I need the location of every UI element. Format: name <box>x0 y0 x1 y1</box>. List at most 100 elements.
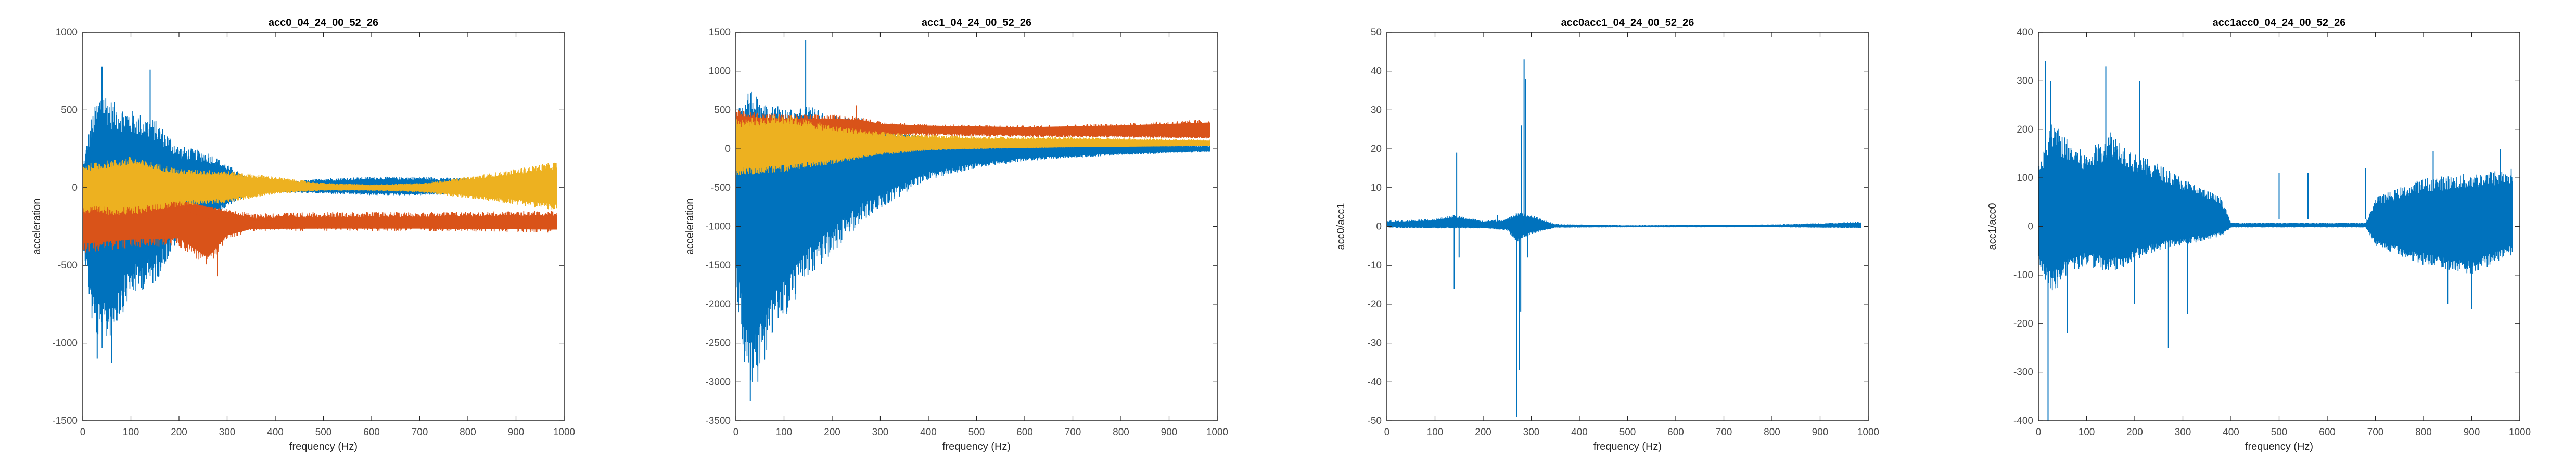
y-tick-label: 50 <box>1371 27 1382 38</box>
x-tick-label: 300 <box>1523 427 1540 438</box>
y-tick-label: -1000 <box>52 338 78 349</box>
x-tick-label: 200 <box>171 427 187 438</box>
x-axis-label: frequency (Hz) <box>2245 441 2313 452</box>
y-tick-label: 1000 <box>56 27 78 38</box>
y-tick-label: 200 <box>2017 124 2033 135</box>
x-tick-label: 700 <box>2367 427 2384 438</box>
y-tick-label: -200 <box>2013 318 2033 329</box>
y-tick-label: -10 <box>1368 260 1382 271</box>
y-tick-label: -400 <box>2013 415 2033 426</box>
y-tick-label: -1500 <box>705 260 731 271</box>
tick-layer: 0 100 200 300 400 500 600 700 800 900 1000-400-300… <box>2013 27 2531 438</box>
y-tick-label: 100 <box>2017 173 2033 184</box>
x-tick-label: 500 <box>2271 427 2288 438</box>
y-tick-label: 10 <box>1371 183 1382 193</box>
x-tick-label: 500 <box>315 427 332 438</box>
x-tick-label: 400 <box>2223 427 2239 438</box>
tick-layer: 0 100 200 300 400 500 600 700 800 900 1000-50-40-3… <box>1368 27 1880 438</box>
x-tick-label: 400 <box>267 427 284 438</box>
x-tick-label: 400 <box>920 427 937 438</box>
y-tick-label: -40 <box>1368 376 1382 387</box>
y-tick-label: -2500 <box>705 338 731 349</box>
subplot-acc1-acc0: acc1acc0_04_24_00_52_26 frequency (Hz) a… <box>1987 17 2531 452</box>
y-tick-label: 0 <box>2027 222 2033 232</box>
y-axis-label: acc0/acc1 <box>1335 203 1347 250</box>
y-tick-label: -300 <box>2013 367 2033 378</box>
x-tick-label: 900 <box>2464 427 2480 438</box>
y-tick-label: 300 <box>2017 75 2033 86</box>
x-tick-label: 600 <box>1667 427 1684 438</box>
x-tick-label: 1000 <box>553 427 575 438</box>
y-axis-label: acc1/acc0 <box>1987 203 1998 250</box>
x-tick-label: 300 <box>872 427 889 438</box>
y-tick-label: -500 <box>58 260 78 271</box>
x-tick-label: 200 <box>1475 427 1491 438</box>
y-tick-label: -1000 <box>705 222 731 232</box>
x-tick-label: 200 <box>2126 427 2143 438</box>
x-tick-label: 400 <box>1571 427 1588 438</box>
x-tick-label: 700 <box>1716 427 1732 438</box>
chart-title: acc1_04_24_00_52_26 <box>922 17 1031 29</box>
subplot-acc0: acc0_04_24_00_52_26 frequency (Hz) accel… <box>31 17 575 452</box>
y-tick-label: -100 <box>2013 270 2033 281</box>
tick-layer: 0 100 200 300 400 500 600 700 800 900 1000 -1500 -10… <box>52 27 575 438</box>
x-axis-label: frequency (Hz) <box>942 441 1011 452</box>
y-tick-label: -20 <box>1368 299 1382 310</box>
y-tick-label: 0 <box>725 144 731 154</box>
x-tick-label: 100 <box>776 427 793 438</box>
y-axis-label: acceleration <box>31 199 43 255</box>
x-tick-label: 100 <box>2078 427 2095 438</box>
y-tick-label: 1500 <box>709 27 731 38</box>
x-tick-label: 600 <box>1016 427 1033 438</box>
x-tick-label: 1000 <box>2509 427 2531 438</box>
series-blue-band <box>736 137 1210 336</box>
tick-layer: 0 100 200 300 400 500 600 700 800 900 1000 -3500 -30… <box>705 27 1228 438</box>
y-axis-label: acceleration <box>684 199 696 255</box>
y-tick-label: 0 <box>72 183 78 193</box>
x-tick-label: 0 <box>733 427 739 438</box>
y-tick-label: 30 <box>1371 105 1382 115</box>
x-tick-label: 800 <box>1764 427 1780 438</box>
y-tick-label: 500 <box>714 105 731 115</box>
x-tick-label: 0 <box>2036 427 2042 438</box>
y-tick-label: 20 <box>1371 144 1382 154</box>
x-tick-label: 600 <box>2319 427 2336 438</box>
y-tick-label: -3000 <box>705 376 731 387</box>
y-tick-label: -3500 <box>705 415 731 426</box>
subplot-acc1: acc1_04_24_00_52_26 frequency (Hz) accel… <box>684 17 1228 452</box>
x-tick-label: 100 <box>1427 427 1444 438</box>
x-tick-label: 1000 <box>1857 427 1879 438</box>
x-tick-label: 1000 <box>1206 427 1228 438</box>
y-tick-label: 500 <box>61 105 78 115</box>
plot-area <box>83 66 557 363</box>
x-tick-label: 700 <box>1065 427 1081 438</box>
chart-title: acc0acc1_04_24_00_52_26 <box>1561 17 1694 29</box>
plot-area <box>1387 59 1861 417</box>
y-tick-label: -50 <box>1368 415 1382 426</box>
subplot-acc0-acc1: acc0acc1_04_24_00_52_26 frequency (Hz) a… <box>1335 17 1879 452</box>
chart-title: acc0_04_24_00_52_26 <box>269 17 378 29</box>
x-tick-label: 900 <box>1812 427 1829 438</box>
plot-area <box>2038 61 2513 421</box>
x-tick-label: 800 <box>1113 427 1129 438</box>
series-yellow-band <box>736 124 1210 166</box>
series-yellow-band <box>83 167 557 205</box>
y-tick-label: 1000 <box>709 66 731 77</box>
chart-title: acc1acc0_04_24_00_52_26 <box>2213 17 2346 29</box>
x-tick-label: 500 <box>968 427 985 438</box>
y-tick-label: 0 <box>1376 222 1382 232</box>
x-tick-label: 300 <box>219 427 236 438</box>
y-tick-label: -1500 <box>52 415 78 426</box>
x-tick-label: 500 <box>1619 427 1636 438</box>
x-axis-label: frequency (Hz) <box>289 441 358 452</box>
plot-area <box>736 40 1210 401</box>
x-tick-label: 0 <box>1384 427 1390 438</box>
x-tick-label: 900 <box>1161 427 1178 438</box>
x-tick-label: 600 <box>363 427 380 438</box>
x-tick-label: 900 <box>508 427 525 438</box>
x-tick-label: 0 <box>80 427 86 438</box>
series-blue-band <box>1387 216 1861 237</box>
x-tick-label: 800 <box>2415 427 2432 438</box>
x-tick-label: 200 <box>824 427 840 438</box>
